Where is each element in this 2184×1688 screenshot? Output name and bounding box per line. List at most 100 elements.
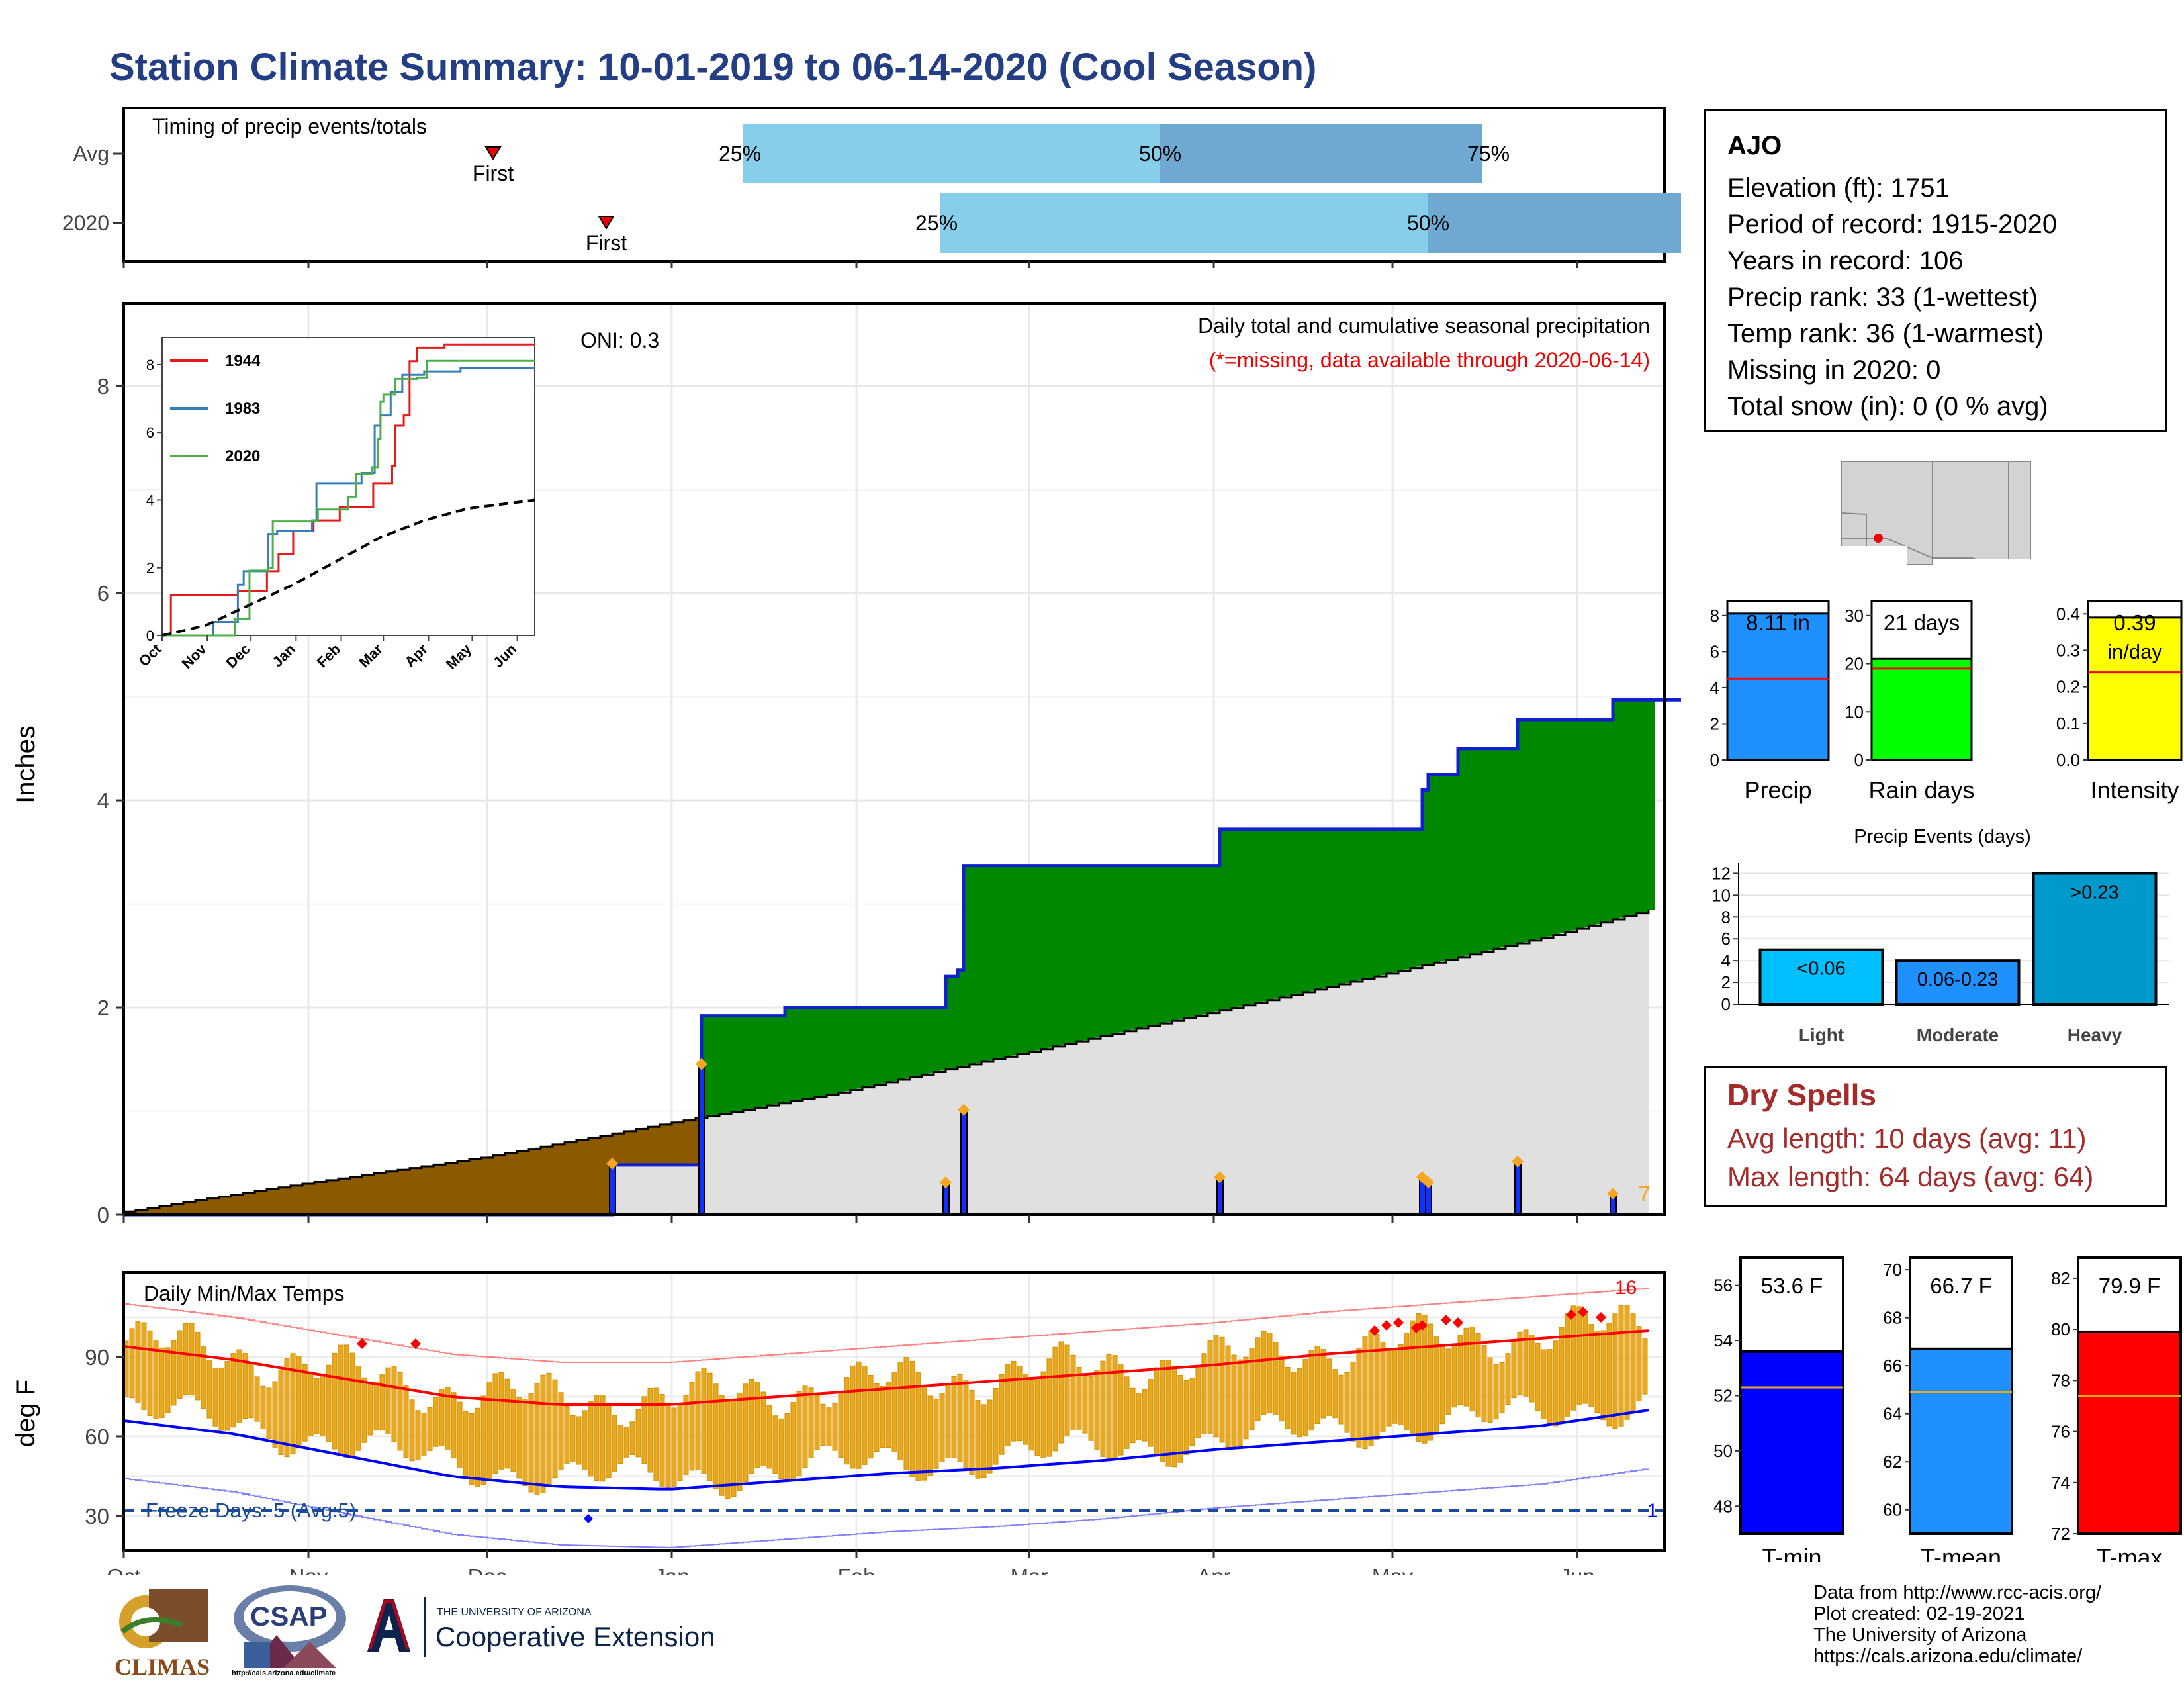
inset-legend-label: 2020 [225,447,260,465]
dry-max-length: Max length: 64 days (avg: 64) [1727,1161,2094,1192]
inset-legend-label: 1983 [225,400,260,418]
dry-spells-box: Dry Spells Avg length: 10 days (avg: 11)… [1704,1066,2167,1207]
temp-gauge-y-tick-label: 82 [2051,1268,2070,1288]
x-axis-month-label: Dec [468,1564,507,1575]
gauge-y-tick-label: 0.0 [2056,750,2080,770]
location-map [1841,461,2032,565]
average-cumulative-line [124,910,1650,1213]
event-category-label: Light [1799,1025,1844,1045]
record-high-marker [1369,1325,1380,1336]
gauge-label-precip: Precip [1744,776,1811,804]
gauge-y-tick-label: 10 [1844,702,1864,722]
record-low-count: 1 [1647,1500,1658,1522]
inset-y-tick-label: 4 [146,492,154,508]
temp-gauge-bar [1739,1350,1844,1535]
precip-y-tick-label: 8 [97,374,109,399]
average-area [124,910,1649,1215]
events-y-tick-label: 8 [1721,907,1731,927]
temp-gauge-y-tick-label: 52 [1713,1386,1733,1406]
record-high-marker [1566,1309,1576,1320]
gauge-y-tick-label: 0.3 [2056,640,2080,660]
record-high-marker [1441,1315,1451,1325]
station-name: AJO [1727,131,1782,160]
inset-line-1983 [162,367,535,637]
climas-logo: CLIMAS [109,1585,215,1680]
x-axis-month-label: Feb [838,1564,876,1575]
station-info-line: Period of record: 1915-2020 [1727,210,2058,239]
events-y-tick-label: 10 [1711,885,1731,905]
first-event-marker [484,146,502,160]
inset-line-average [161,498,535,637]
daily-precip-bar [1425,1183,1432,1215]
event-bar-light [1758,948,1884,1006]
daily-precip-bar [609,1164,616,1215]
station-info-line: Total snow (in): 0 (0 % avg) [1727,392,2048,421]
ua-small-text: THE UNIVERSITY OF ARIZONA [437,1607,592,1618]
inset-legend-label: 1944 [225,352,261,370]
precip-gauges: 0 2 4 6 8 8.11 in Precip 0 10 20 30 21 days Rain day… [1710,600,2183,804]
credit-line-created: Plot created: 02-19-2021 [1813,1603,2025,1624]
inset-y-tick-label: 8 [146,357,154,373]
temp-gauge-y-tick-label: 50 [1713,1441,1733,1461]
temp-gauge-label: T-max [2096,1544,2162,1562]
x-axis-month-label: Oct [107,1564,140,1575]
temp-y-tick-label: 30 [85,1504,109,1528]
temp-gauge-y-tick-label: 78 [2051,1370,2070,1390]
record-high-marker [357,1338,367,1349]
timing-bar-25-50 [940,193,1428,253]
gauge-bar-raindays [1870,657,1973,761]
daily-precip-bar [698,1064,705,1215]
temp-gauge-y-tick-label: 80 [2051,1319,2070,1339]
station-info-line: Temp rank: 36 (1-warmest) [1727,319,2044,348]
inset-y-tick-label: 0 [146,628,154,644]
gauge-value-intensity: 0.39 [2113,610,2156,635]
csap-cloud-icon [234,1585,346,1668]
events-y-tick-label: 2 [1721,972,1731,992]
station-marker [1874,534,1883,543]
climas-emblem-icon [119,1589,208,1648]
temp-gauge-y-tick-label: 74 [2051,1473,2070,1493]
record-high-marker [1381,1320,1392,1331]
page-title: Station Climate Summary: 10-01-2019 to 0… [109,46,1317,89]
station-info-line: Missing in 2020: 0 [1727,355,1941,385]
temp-gauge-y-tick-label: 56 [1713,1276,1733,1295]
daily-precip-marker [606,1157,618,1170]
daily-precip-marker [1607,1188,1619,1200]
avg-max-line [123,1329,1649,1406]
temp-gauge-y-tick-label: 62 [1883,1452,1902,1472]
ua-logo: THE UNIVERSITY OF ARIZONA Cooperative Ex… [361,1592,758,1671]
temp-gauge-value: 66.7 F [1930,1274,1992,1298]
gauge-y-tick-label: 20 [1844,654,1864,674]
csap-logo: CSAP http://cals.arizona.edu/climate [230,1582,349,1681]
events-y-tick-label: 4 [1721,951,1731,970]
climas-text: CLIMAS [114,1654,210,1680]
x-axis-month-label: Jan [654,1564,689,1575]
station-info-box: AJO Elevation (ft): 1751 Period of record… [1704,109,2167,432]
gauge-y-tick-label: 6 [1710,641,1719,661]
x-axis-month-label: Mar [1011,1564,1048,1575]
temp-gauge-y-tick-label: 70 [1883,1260,1902,1280]
record-high-marker [1453,1317,1463,1328]
temp-gauge-y-tick-label: 54 [1713,1331,1733,1350]
temp-gauge-value: 79.9 F [2099,1274,2161,1298]
daily-precip-bar [1216,1178,1224,1215]
temp-gauge-y-tick-label: 76 [2051,1422,2070,1442]
record-high-marker [1578,1307,1588,1317]
record-high-count: 16 [1615,1277,1637,1299]
gauge-value-precip: 8.11 in [1746,610,1810,635]
gauge-y-tick-label: 2 [1710,714,1719,733]
gauge-bar-intensity [2087,616,2183,761]
daily-precip-marker [1214,1171,1226,1184]
temp-gauge-label: T-min [1762,1544,1822,1562]
daily-precip-marker [1422,1176,1434,1189]
record-min-line [124,1468,1649,1548]
inset-line-2020 [162,359,535,637]
credit-line-data: Data from http://www.rcc-acis.org/ [1813,1582,2102,1603]
below-average-area [124,1118,702,1215]
event-bar-label: 0.06-0.23 [1917,969,1999,990]
pct-25-label: 25% [719,142,761,165]
temp-gauge-y-tick-label: 66 [1883,1356,1902,1376]
gauge-y-tick-label: 0.1 [2056,714,2080,733]
gauge-y-tick-label: 30 [1844,606,1864,626]
inset-frame [161,337,535,636]
